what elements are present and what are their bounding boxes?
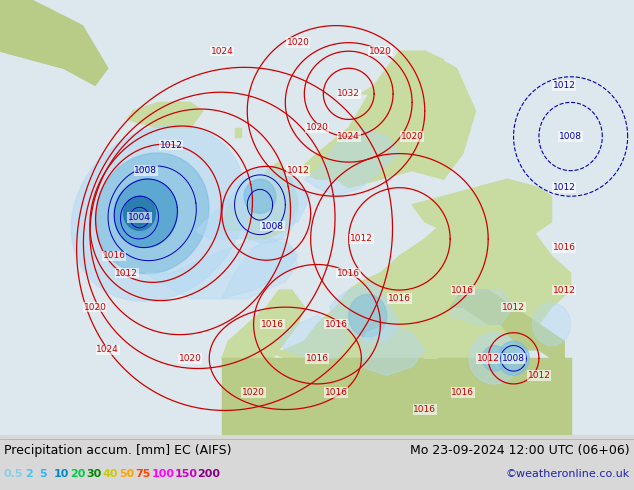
Text: 1012: 1012 — [160, 141, 183, 149]
Polygon shape — [298, 51, 476, 188]
Text: 20: 20 — [70, 469, 86, 479]
Text: 150: 150 — [174, 469, 198, 479]
Polygon shape — [124, 196, 155, 230]
Text: Precipitation accum. [mm] EC (AIFS): Precipitation accum. [mm] EC (AIFS) — [4, 444, 231, 457]
Polygon shape — [533, 303, 571, 345]
Polygon shape — [71, 125, 246, 301]
Text: 1012: 1012 — [477, 354, 500, 363]
Text: 1004: 1004 — [128, 213, 151, 222]
Text: 1012: 1012 — [553, 286, 576, 294]
Polygon shape — [127, 102, 203, 128]
Polygon shape — [498, 341, 529, 375]
Text: 1012: 1012 — [553, 81, 576, 90]
Polygon shape — [235, 167, 298, 243]
Polygon shape — [244, 179, 276, 213]
Text: 1012: 1012 — [287, 166, 309, 175]
Text: 0.5: 0.5 — [3, 469, 22, 479]
Text: 1012: 1012 — [553, 183, 576, 192]
Polygon shape — [222, 290, 304, 358]
Polygon shape — [304, 128, 399, 196]
Text: 1016: 1016 — [388, 294, 411, 303]
Text: 1024: 1024 — [96, 345, 119, 354]
Text: 1012: 1012 — [502, 303, 525, 312]
Polygon shape — [133, 211, 146, 224]
Polygon shape — [450, 290, 514, 324]
Text: 1024: 1024 — [210, 47, 233, 56]
Text: 1020: 1020 — [401, 132, 424, 141]
Polygon shape — [330, 282, 399, 341]
Text: 100: 100 — [152, 469, 175, 479]
Polygon shape — [469, 333, 520, 384]
Text: 1016: 1016 — [306, 354, 328, 363]
Text: 1020: 1020 — [369, 47, 392, 56]
Text: 50: 50 — [119, 469, 134, 479]
Text: 1020: 1020 — [179, 354, 202, 363]
Polygon shape — [222, 196, 254, 230]
Text: 1008: 1008 — [559, 132, 582, 141]
Text: 1016: 1016 — [103, 251, 126, 261]
Text: 1016: 1016 — [337, 269, 360, 277]
Text: 1008: 1008 — [502, 354, 525, 363]
Polygon shape — [146, 239, 298, 298]
Text: 1016: 1016 — [261, 319, 284, 329]
Text: 1016: 1016 — [413, 405, 436, 414]
Text: ©weatheronline.co.uk: ©weatheronline.co.uk — [506, 469, 630, 479]
Polygon shape — [96, 153, 209, 273]
Polygon shape — [450, 290, 564, 358]
Polygon shape — [222, 358, 571, 435]
Text: 1016: 1016 — [325, 388, 347, 397]
Text: 1016: 1016 — [325, 319, 347, 329]
Polygon shape — [412, 316, 450, 358]
Text: 5: 5 — [39, 469, 47, 479]
Text: 1020: 1020 — [306, 123, 328, 132]
Text: 30: 30 — [86, 469, 101, 479]
Text: 200: 200 — [197, 469, 220, 479]
Text: 1008: 1008 — [261, 221, 284, 231]
Text: 1020: 1020 — [84, 303, 107, 312]
Text: 1012: 1012 — [115, 269, 138, 277]
Polygon shape — [279, 316, 349, 358]
Text: 1008: 1008 — [134, 166, 157, 175]
Text: 1012: 1012 — [527, 371, 550, 380]
Text: 1032: 1032 — [337, 89, 360, 98]
Text: 40: 40 — [103, 469, 119, 479]
Polygon shape — [235, 128, 241, 137]
Polygon shape — [222, 196, 571, 435]
Text: Mo 23-09-2024 12:00 UTC (06+06): Mo 23-09-2024 12:00 UTC (06+06) — [410, 444, 630, 457]
Polygon shape — [114, 179, 178, 247]
Text: 1020: 1020 — [287, 38, 309, 47]
Text: 1024: 1024 — [337, 132, 360, 141]
Text: 1016: 1016 — [451, 388, 474, 397]
Polygon shape — [247, 162, 298, 239]
Polygon shape — [412, 179, 552, 256]
Text: 2: 2 — [25, 469, 34, 479]
Text: 1012: 1012 — [350, 234, 373, 244]
Polygon shape — [361, 324, 425, 375]
Polygon shape — [222, 239, 298, 298]
Polygon shape — [482, 345, 507, 371]
Text: 1020: 1020 — [242, 388, 265, 397]
Polygon shape — [361, 51, 444, 94]
Polygon shape — [197, 171, 311, 239]
Text: 75: 75 — [136, 469, 151, 479]
Polygon shape — [349, 294, 387, 337]
Text: 1016: 1016 — [451, 286, 474, 294]
Text: 1016: 1016 — [553, 243, 576, 252]
Text: 10: 10 — [54, 469, 69, 479]
Polygon shape — [0, 0, 108, 85]
